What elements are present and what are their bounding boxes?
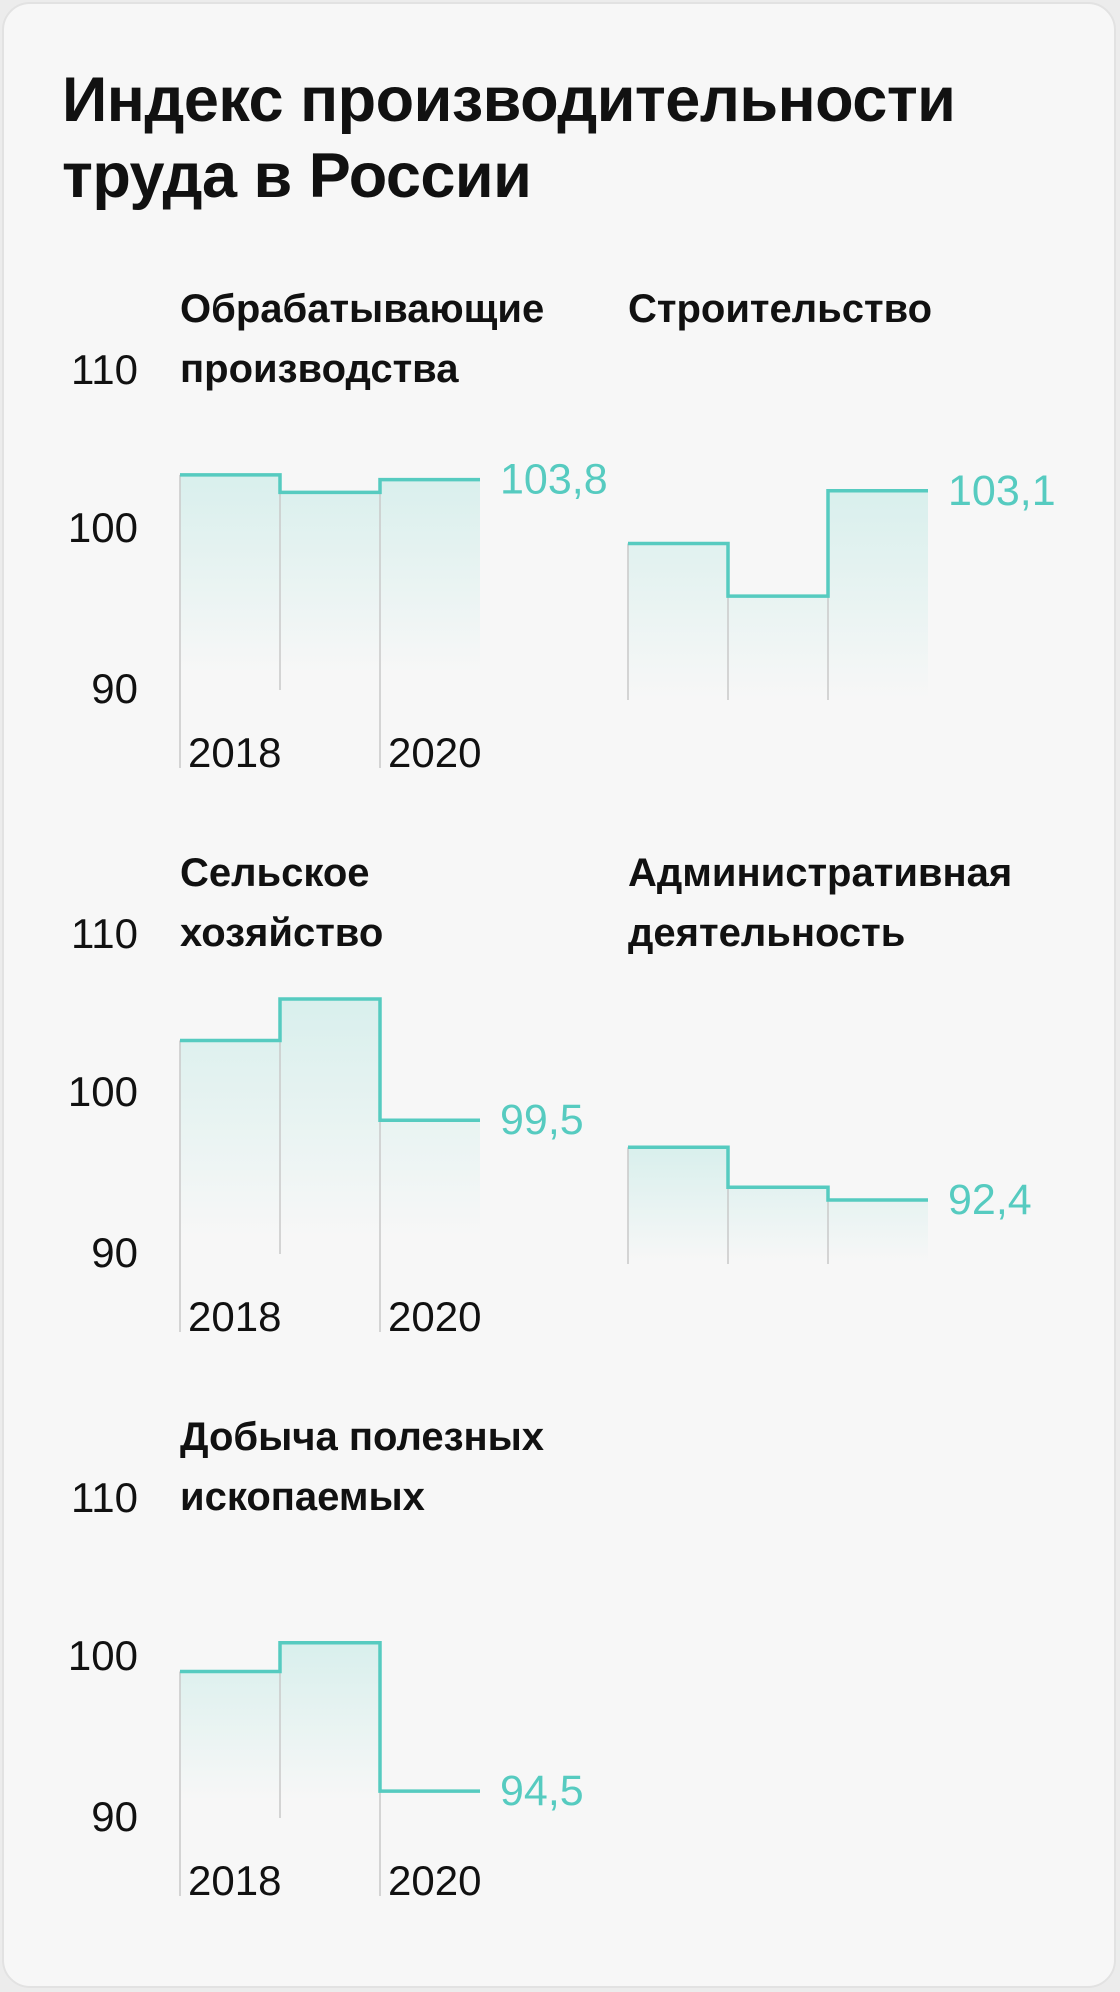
y-tick-label: 110 [71, 1474, 138, 1521]
y-tick-label: 100 [68, 1632, 138, 1679]
y-tick-label: 90 [91, 1793, 138, 1840]
area-fill [180, 1642, 480, 1800]
y-tick-label: 100 [68, 1068, 138, 1115]
x-tick-label: 2018 [188, 729, 281, 776]
series-step-line [180, 473, 480, 495]
series-step-line [180, 997, 480, 1122]
chart-title: Сельское [180, 851, 370, 895]
x-tick-label: 2020 [388, 729, 481, 776]
area-fill [180, 474, 480, 672]
x-tick-label: 2018 [188, 1293, 281, 1340]
chart-title: ископаемых [180, 1475, 425, 1519]
end-value-label: 99,5 [500, 1096, 584, 1144]
end-value-label: 92,4 [948, 1176, 1032, 1224]
chart-title: Строительство [628, 287, 932, 331]
chart-panel-0: 110 100 90 Обрабатывающие производства 103,8 2… [68, 287, 608, 776]
x-tick-label: 2020 [388, 1857, 481, 1904]
chart-title: Обрабатывающие [180, 287, 544, 331]
end-value-label: 94,5 [500, 1767, 584, 1815]
series-step-line [180, 1640, 480, 1793]
area-fill [628, 1147, 928, 1262]
series-step-line [628, 1145, 928, 1202]
end-value-label: 103,8 [500, 456, 608, 504]
x-tick-label: 2020 [388, 1293, 481, 1340]
y-tick-label: 110 [71, 346, 138, 393]
chart-panel-1: Строительство 103,1 [627, 287, 1056, 700]
end-value-label: 103,1 [948, 467, 1056, 515]
page-title: Индекс производительности труда в России [62, 65, 956, 211]
y-tick-label: 90 [91, 1229, 138, 1276]
chart-title: хозяйство [180, 911, 383, 955]
chart-title: Добыча полезных [180, 1415, 544, 1459]
y-tick-label: 90 [91, 665, 138, 712]
series-step-line [628, 489, 928, 598]
chart-title: Административная [628, 851, 1012, 895]
chart-title: производства [180, 347, 459, 391]
y-tick-label: 100 [68, 504, 138, 551]
chart-title: деятельность [628, 911, 905, 955]
area-fill [180, 999, 480, 1236]
chart-panel-3: Административная деятельность 92,4 [627, 851, 1032, 1264]
y-tick-label: 110 [71, 910, 138, 957]
chart-panel-2: 110 100 90 Сельское хозяйство 99,5 2018 2020 [68, 851, 584, 1340]
chart-panel-4: 110 100 90 Добыча полезных ископаемых 94,5 201… [68, 1415, 584, 1904]
x-tick-label: 2018 [188, 1857, 281, 1904]
area-fill [628, 490, 928, 698]
